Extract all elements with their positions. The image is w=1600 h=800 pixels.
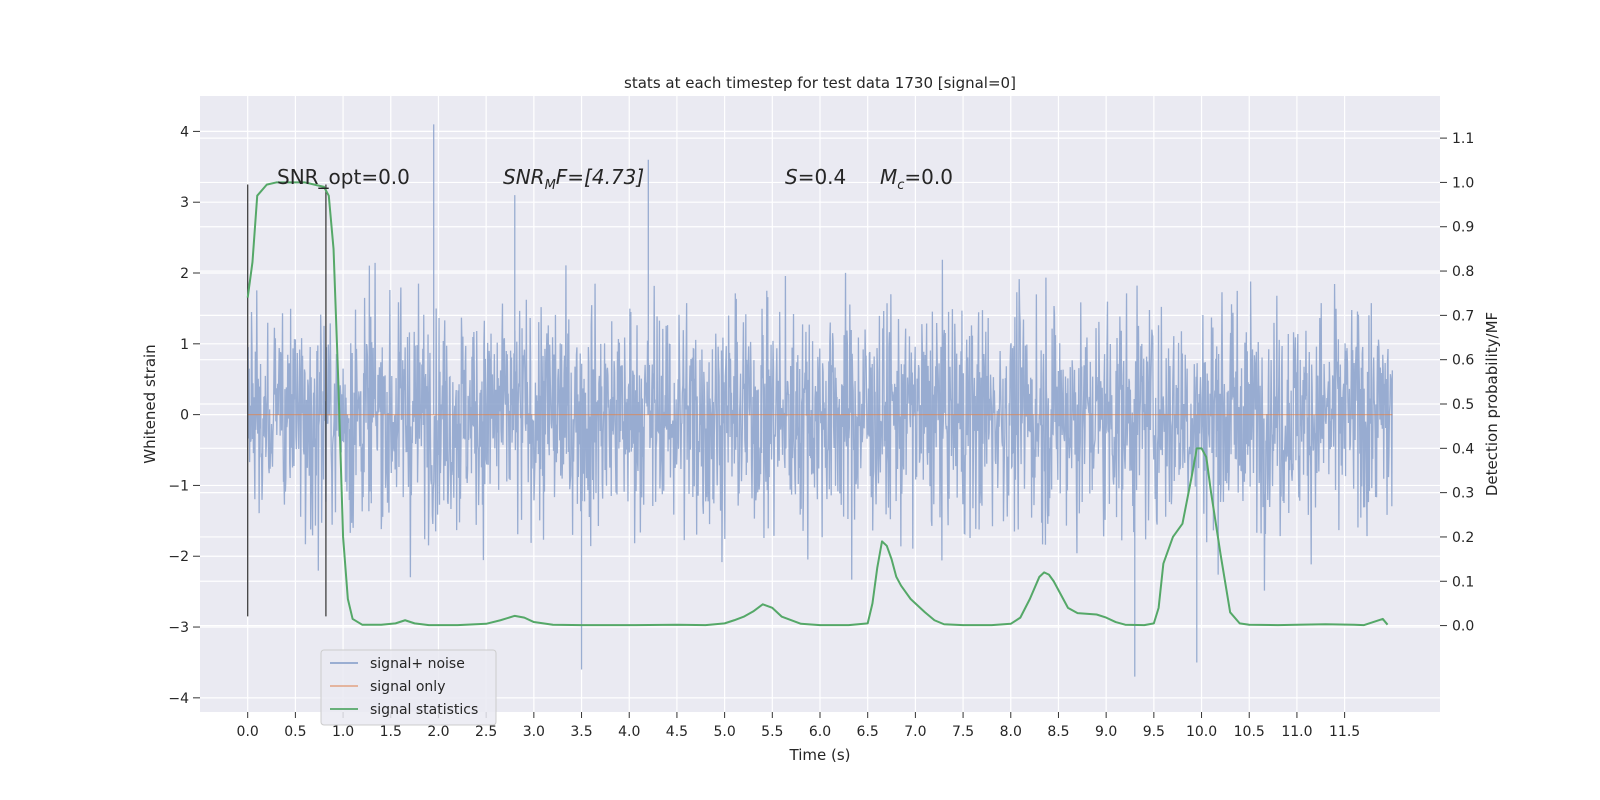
x-tick-label: 0.0: [237, 724, 259, 740]
right-y-tick-label: 0.9: [1452, 220, 1474, 236]
x-tick-label: 7.0: [904, 724, 926, 740]
signal-statistics-line: [246, 181, 1389, 627]
y-tick-label: −3: [168, 620, 189, 636]
grid-lines: [200, 96, 1440, 712]
legend-label-signal: signal only: [370, 679, 445, 695]
annotation-mc-rest: =0.0: [904, 165, 953, 189]
y-tick-label: −2: [168, 549, 189, 565]
x-tick-label: 1.5: [380, 724, 402, 740]
y-tick-label: 3: [180, 195, 189, 211]
x-tick-label: 4.0: [618, 724, 640, 740]
legend-box: [320, 649, 497, 726]
right-y-tick-label: 0.4: [1452, 441, 1474, 457]
x-tick-label: 8.5: [1047, 724, 1069, 740]
legend-label-statistics: signal statistics: [370, 702, 478, 718]
y-axis-ticks: −4 −3 −2 −1 0 1 2 3 4: [168, 124, 200, 707]
right-y-tick-label: 0.7: [1452, 308, 1474, 324]
x-axis-ticks: 0.0 0.5 1.0 1.5 2.0 2.5 3.0 3.5 4.0 4.5 5.0 5.5 6.0 6…: [237, 712, 1360, 740]
vertical-markers: [247, 184, 327, 617]
right-y-tick-label: 1.0: [1452, 175, 1474, 191]
x-tick-label: 1.0: [332, 724, 354, 740]
x-tick-label: 11.5: [1329, 724, 1360, 740]
y-tick-label: 1: [180, 337, 189, 353]
signal-noise-line: [247, 124, 1393, 677]
x-tick-label: 6.5: [857, 724, 879, 740]
x-tick-label: 9.0: [1095, 724, 1117, 740]
annotation-s-main: S: [785, 165, 798, 189]
annotation-s-rest: =0.4: [798, 165, 847, 189]
x-tick-label: 4.5: [666, 724, 688, 740]
x-tick-label: 5.0: [713, 724, 735, 740]
annotation-snr-mf-rest: F=[4.73]: [556, 165, 644, 189]
annotation-s: S=0.4: [785, 165, 846, 189]
y-axis-label: Whitened strain: [141, 344, 159, 463]
signal-statistics-series: [246, 181, 1389, 627]
x-tick-label: 9.5: [1143, 724, 1165, 740]
legend-label-noise: signal+ noise: [370, 656, 465, 672]
chart-title: stats at each timestep for test data 173…: [624, 74, 1016, 92]
x-tick-label: 6.0: [809, 724, 831, 740]
y-tick-label: −4: [168, 691, 189, 707]
x-tick-label: 8.0: [1000, 724, 1022, 740]
annotation-mc: Mc=0.0: [880, 165, 953, 193]
right-y-tick-label: 0.2: [1452, 530, 1474, 546]
x-tick-label: 2.0: [427, 724, 449, 740]
x-tick-label: 10.5: [1234, 724, 1265, 740]
right-y-tick-label: 0.0: [1452, 619, 1474, 635]
annotation-mc-main: M: [880, 165, 897, 189]
x-tick-label: 11.0: [1281, 724, 1312, 740]
x-tick-label: 2.5: [475, 724, 497, 740]
annotation-mc-sub: c: [897, 178, 904, 193]
right-y-tick-label: 0.8: [1452, 264, 1474, 280]
right-y-tick-label: 0.3: [1452, 486, 1474, 502]
x-tick-label: 7.5: [952, 724, 974, 740]
right-y-tick-label: 0.5: [1452, 397, 1474, 413]
x-tick-label: 0.5: [284, 724, 306, 740]
signal-noise-series: [247, 124, 1393, 677]
x-tick-label: 5.5: [761, 724, 783, 740]
right-y-tick-label: 0.6: [1452, 353, 1474, 369]
legend: signal+ noise signal only signal statist…: [320, 649, 497, 726]
y-tick-label: 4: [180, 124, 189, 140]
y-tick-label: 0: [180, 408, 189, 424]
x-tick-label: 10.0: [1186, 724, 1217, 740]
right-y-tick-label: 0.1: [1452, 574, 1474, 590]
right-y-axis-ticks: 0.0 0.1 0.2 0.3 0.4 0.5 0.6 0.7 0.8 0.9 1.0 1.1: [1440, 131, 1474, 635]
y-tick-label: −1: [168, 478, 189, 494]
annotation-snr-mf-sub: M: [545, 178, 556, 193]
x-tick-label: 3.5: [570, 724, 592, 740]
y-tick-label: 2: [180, 266, 189, 282]
annotation-snr-mf-main: SNR: [503, 165, 545, 189]
annotation-snr-mf: SNRMF=[4.73]: [503, 165, 644, 193]
right-y-axis-label: Detection probability/MF: [1483, 312, 1501, 496]
right-y-tick-label: 1.1: [1452, 131, 1474, 147]
x-tick-label: 3.0: [523, 724, 545, 740]
annotation-snr-opt: SNR_opt=0.0: [277, 165, 410, 189]
x-axis-label: Time (s): [789, 746, 851, 764]
